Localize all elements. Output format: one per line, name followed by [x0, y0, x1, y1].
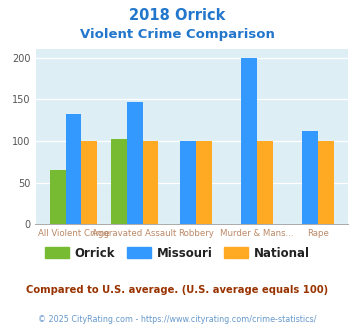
- Text: © 2025 CityRating.com - https://www.cityrating.com/crime-statistics/: © 2025 CityRating.com - https://www.city…: [38, 315, 317, 324]
- Bar: [111, 140, 127, 224]
- Text: Compared to U.S. average. (U.S. average equals 100): Compared to U.S. average. (U.S. average …: [26, 285, 329, 295]
- Bar: [241, 58, 257, 224]
- Legend: Orrick, Missouri, National: Orrick, Missouri, National: [40, 242, 315, 264]
- Bar: [302, 131, 318, 224]
- Text: 2018 Orrick: 2018 Orrick: [129, 8, 226, 23]
- Bar: [180, 141, 196, 224]
- Bar: [81, 141, 97, 224]
- Bar: [318, 141, 334, 224]
- Text: Violent Crime Comparison: Violent Crime Comparison: [80, 28, 275, 41]
- Bar: [127, 102, 143, 224]
- Bar: [143, 141, 158, 224]
- Bar: [50, 170, 66, 224]
- Bar: [66, 115, 81, 224]
- Bar: [196, 141, 212, 224]
- Bar: [257, 141, 273, 224]
